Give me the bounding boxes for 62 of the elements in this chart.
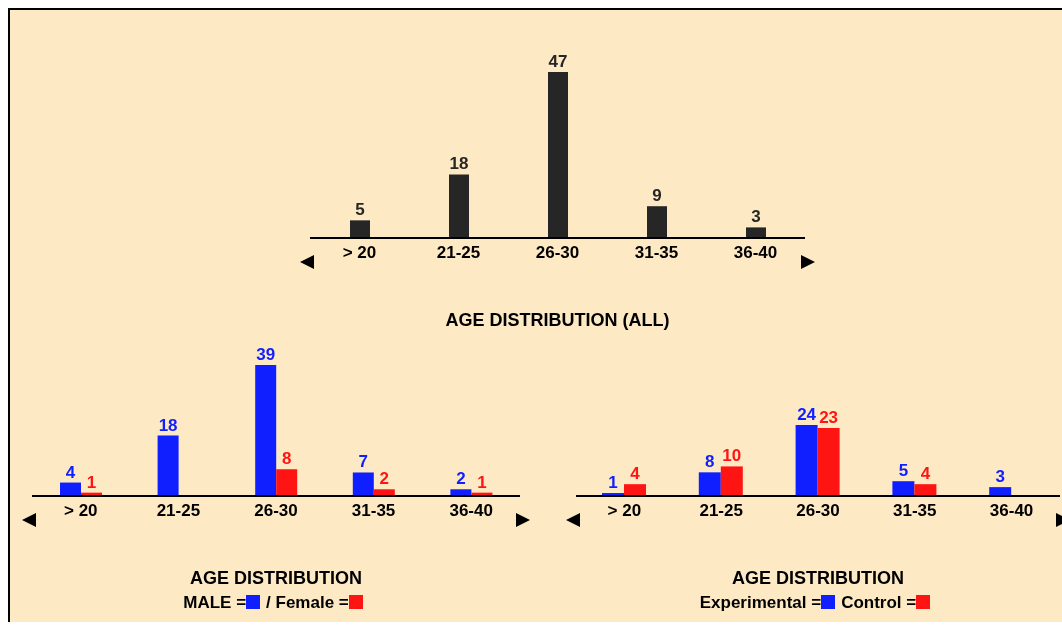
x-tick-label: 21-25 xyxy=(699,501,743,521)
data-label: 5 xyxy=(355,200,365,220)
x-tick-label: 26-30 xyxy=(796,501,840,521)
data-label: 3 xyxy=(751,207,761,227)
data-label: 39 xyxy=(256,345,276,364)
data-label: 18 xyxy=(449,154,469,174)
data-label: 1 xyxy=(608,473,618,493)
bar xyxy=(624,484,646,496)
x-tick-label: 36-40 xyxy=(449,501,493,521)
x-tick-label: > 20 xyxy=(607,501,642,521)
bar xyxy=(746,227,766,238)
x-tick-label: > 20 xyxy=(64,501,98,521)
legend-label: Experimental = xyxy=(699,593,822,612)
bar xyxy=(350,220,370,238)
data-label: 2 xyxy=(456,469,466,489)
x-tick-label: > 20 xyxy=(342,243,377,263)
data-label: 1 xyxy=(86,472,97,492)
bar xyxy=(989,487,1012,496)
legend-label: MALE = xyxy=(183,593,247,612)
text: AGE DISTRIBUTION (ALL) xyxy=(444,310,671,331)
legend-label: Control = xyxy=(841,593,917,612)
data-label: 4 xyxy=(65,462,76,482)
x-tick-label: 36-40 xyxy=(733,243,778,263)
x-tick-label: 21-25 xyxy=(436,243,481,263)
data-label: 8 xyxy=(281,449,292,469)
data-label: 4 xyxy=(630,464,641,484)
data-label: 1 xyxy=(477,472,487,492)
bar xyxy=(352,472,374,496)
data-label: 5 xyxy=(898,461,909,481)
data-label: 18 xyxy=(158,415,178,435)
legend-label: / Female = xyxy=(266,593,349,612)
bar xyxy=(647,206,667,238)
bar xyxy=(698,472,721,496)
bar xyxy=(548,72,568,238)
data-label: 10 xyxy=(722,446,742,466)
bar xyxy=(817,427,840,496)
x-tick-label: 26-30 xyxy=(535,243,580,263)
data-label: 3 xyxy=(995,467,1005,487)
data-label: 7 xyxy=(358,452,369,472)
data-label: 2 xyxy=(379,469,390,489)
bar xyxy=(892,481,915,496)
x-tick-label: 21-25 xyxy=(156,501,201,521)
x-tick-label: 36-40 xyxy=(989,501,1034,521)
bar xyxy=(449,174,469,238)
bar xyxy=(795,425,818,496)
bar xyxy=(255,365,277,496)
data-label: 4 xyxy=(920,464,931,484)
text: AGE DISTRIBUTION xyxy=(189,568,363,589)
data-label: 8 xyxy=(705,452,715,472)
bar xyxy=(914,484,937,496)
data-label: 24 xyxy=(797,405,817,424)
x-tick-label: 31-35 xyxy=(893,501,937,521)
x-tick-label: 31-35 xyxy=(634,243,679,263)
data-label: 9 xyxy=(652,186,662,206)
x-tick-label: 26-30 xyxy=(254,501,298,521)
bar xyxy=(720,466,743,496)
text: AGE DISTRIBUTION xyxy=(731,568,905,589)
bar xyxy=(157,435,179,496)
x-tick-label: 31-35 xyxy=(351,501,396,521)
data-label: 23 xyxy=(819,407,839,427)
data-label: 47 xyxy=(548,52,568,71)
bar xyxy=(276,469,298,496)
